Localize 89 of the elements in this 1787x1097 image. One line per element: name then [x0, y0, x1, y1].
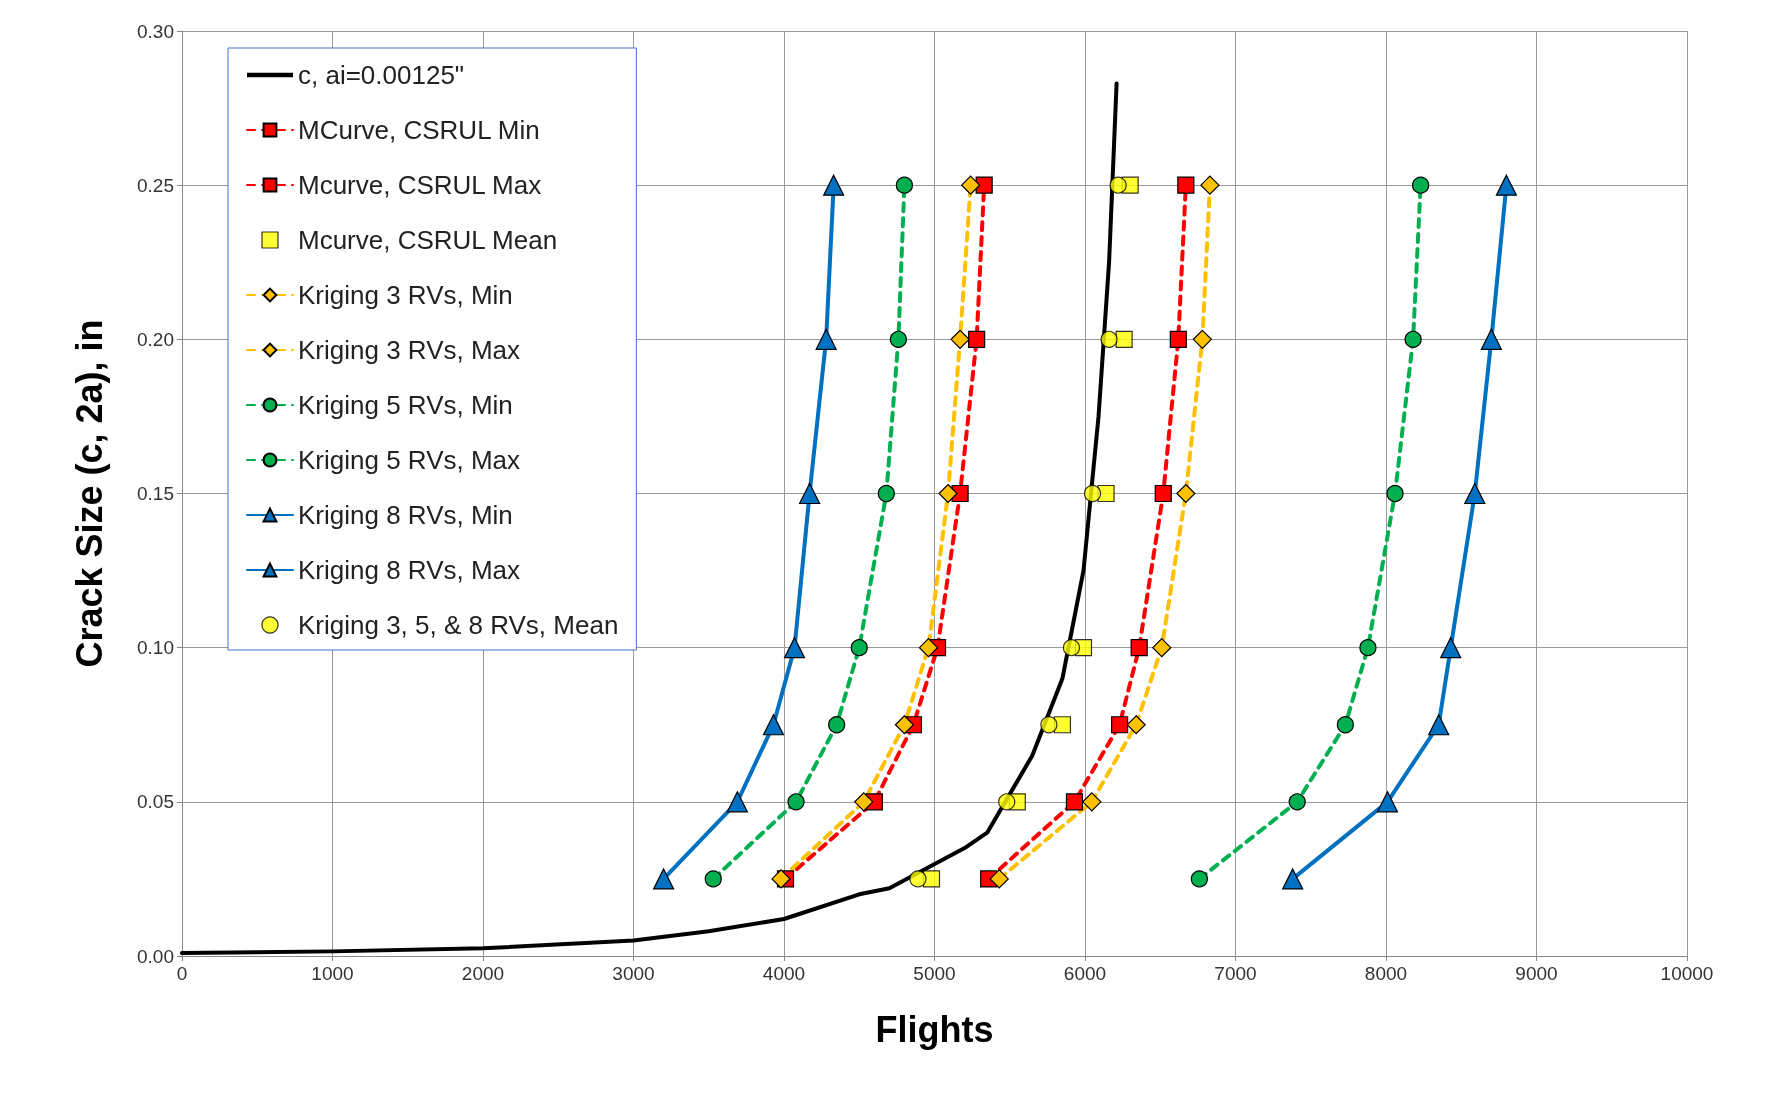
point	[1495, 174, 1517, 196]
point	[828, 716, 846, 734]
point	[918, 638, 939, 658]
point	[1192, 329, 1212, 349]
point	[1288, 793, 1306, 811]
point	[1111, 716, 1129, 734]
point	[815, 328, 837, 350]
x-tick-label: 10000	[1660, 963, 1714, 984]
point	[854, 792, 874, 812]
point	[968, 330, 986, 348]
point	[975, 176, 993, 194]
point	[798, 482, 821, 505]
point	[1109, 176, 1127, 194]
legend-label: Kriging 8 RVs, Max	[298, 555, 521, 585]
legend-label: Kriging 5 RVs, Max	[298, 445, 521, 475]
legend-label: MCurve, CSRUL Min	[298, 115, 540, 145]
point	[1115, 330, 1133, 348]
point	[909, 870, 927, 888]
point	[895, 176, 913, 194]
legend-label: c, ai=0.00125"	[298, 60, 465, 90]
point	[1154, 484, 1172, 503]
point	[1464, 482, 1486, 505]
point	[1336, 716, 1354, 734]
x-axis-title: Flights	[875, 1008, 994, 1050]
point	[950, 329, 970, 349]
legend-label: Kriging 3 RVs, Max	[298, 335, 521, 365]
point	[1152, 638, 1172, 658]
point	[1083, 484, 1102, 503]
point	[1480, 328, 1502, 350]
point	[1176, 483, 1196, 504]
y-tick-label: 0.15	[137, 483, 174, 504]
x-tick-label: 9000	[1515, 963, 1558, 984]
legend-label: Kriging 3, 5, & 8 RVs, Mean	[298, 610, 619, 640]
y-axis-title: Crack Size (c, 2a), in	[68, 319, 110, 668]
point	[1200, 175, 1220, 195]
x-tick-label: 8000	[1364, 963, 1408, 984]
point	[1376, 791, 1399, 813]
y-tick-label: 0.20	[137, 328, 174, 350]
x-tick-label: 4000	[762, 963, 806, 984]
x-tick-label: 6000	[1063, 963, 1107, 984]
point	[1130, 639, 1148, 657]
point	[1082, 792, 1102, 812]
y-tick-label: 0.10	[137, 637, 174, 659]
point	[1177, 176, 1195, 194]
point	[1359, 639, 1377, 657]
point	[850, 639, 868, 657]
legend-label: Kriging 5 RVs, Min	[298, 390, 513, 420]
point	[1100, 330, 1118, 348]
point	[787, 793, 805, 811]
point	[1169, 330, 1187, 348]
legend-label: Mcurve, CSRUL Max	[298, 170, 542, 200]
legend-label: Mcurve, CSRUL Mean	[298, 225, 558, 255]
point	[1040, 716, 1058, 734]
point	[1386, 484, 1404, 503]
point	[762, 714, 785, 736]
y-tick-label: 0.25	[137, 174, 174, 196]
point	[726, 791, 748, 813]
x-tick-label: 7000	[1214, 963, 1257, 984]
point	[1065, 793, 1084, 811]
point	[653, 868, 675, 890]
x-tick-label: 3000	[612, 963, 655, 984]
point	[1282, 868, 1304, 890]
point	[889, 330, 907, 348]
x-tick-label: 1000	[311, 963, 354, 984]
point	[961, 175, 981, 195]
point	[1428, 714, 1450, 736]
point	[1062, 639, 1081, 657]
point	[989, 869, 1009, 889]
point	[704, 870, 722, 888]
y-tick-label: 0.30	[137, 20, 174, 42]
point	[823, 174, 845, 196]
y-tick-label: 0.05	[137, 791, 174, 813]
point	[938, 483, 958, 504]
point	[1126, 715, 1146, 735]
point	[783, 637, 806, 659]
point	[1440, 637, 1462, 659]
point	[771, 869, 791, 889]
x-tick-label: 0	[176, 963, 188, 984]
point	[1412, 176, 1430, 194]
legend-label: Kriging 3 RVs, Min	[298, 280, 513, 310]
point	[894, 715, 914, 735]
y-tick-label: 0.00	[137, 945, 174, 967]
point	[1404, 330, 1422, 348]
x-tick-label: 2000	[461, 963, 505, 984]
x-tick-label: 5000	[913, 963, 956, 984]
legend-label: Kriging 8 RVs, Min	[298, 500, 513, 530]
point	[1190, 870, 1208, 888]
point	[998, 793, 1016, 811]
point	[877, 484, 895, 503]
